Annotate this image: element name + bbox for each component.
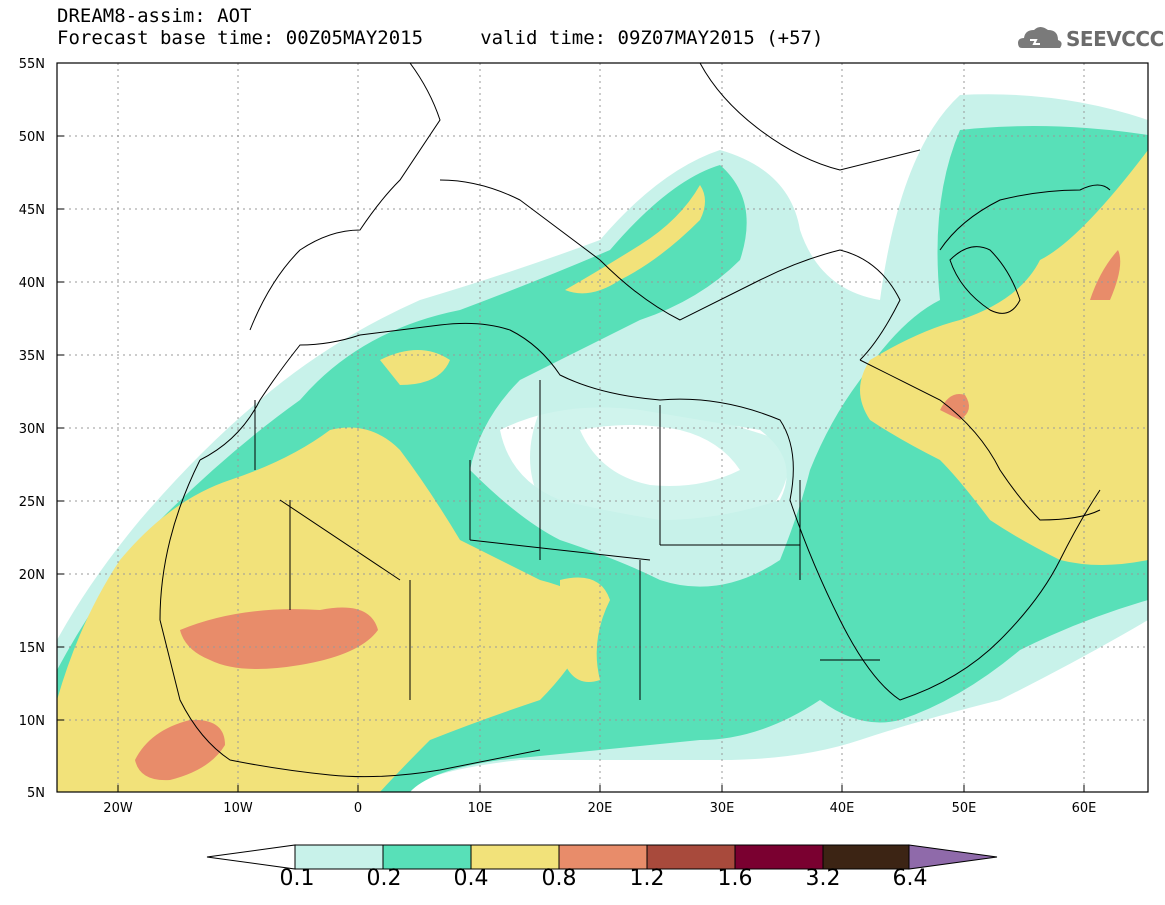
colorbar-label: 0.2 (366, 866, 402, 891)
lat-label: 50N (19, 130, 45, 145)
colorbar-swatch (646, 844, 736, 870)
seevccc-logo-icon (1018, 27, 1062, 48)
colorbar-label: 0.1 (279, 866, 315, 891)
grid-lines (57, 63, 1148, 792)
coastlines (159, 63, 1111, 778)
lat-label: 35N (19, 349, 45, 364)
colorbar-label: 0.8 (541, 866, 577, 891)
lon-label: 50E (952, 801, 977, 816)
lat-label: 40N (19, 276, 45, 291)
lon-label: 40E (830, 801, 855, 816)
colorbar-swatch (734, 844, 824, 870)
lon-label: 20E (588, 801, 613, 816)
lon-label: 0 (354, 801, 362, 816)
lat-label: 55N (19, 57, 45, 72)
lat-label: 10N (19, 714, 45, 729)
latitude-labels: 55N 50N 45N 40N 35N 30N 25N 20N 15N 10N … (19, 57, 45, 801)
aot-colorbar (206, 844, 998, 870)
colorbar-label: 3.2 (805, 866, 841, 891)
lat-label: 15N (19, 641, 45, 656)
lon-label: 10W (223, 801, 253, 816)
lat-label: 25N (19, 495, 45, 510)
colorbar-swatch (558, 844, 648, 870)
lon-label: 20W (103, 801, 133, 816)
lat-label: 20N (19, 568, 45, 583)
lon-label: 30E (710, 801, 735, 816)
colorbar-label: 6.4 (892, 866, 928, 891)
lat-label: 45N (19, 203, 45, 218)
lon-label: 60E (1072, 801, 1097, 816)
logo-text: SEEVCCC (1066, 27, 1164, 51)
colorbar-label: 1.2 (629, 866, 665, 891)
lat-label: 30N (19, 422, 45, 437)
colorbar-label: 0.4 (453, 866, 489, 891)
longitude-labels: 20W 10W 0 10E 20E 30E 40E 50E 60E (103, 801, 1096, 816)
forecast-time-subtitle: Forecast base time: 00Z05MAY2015 valid t… (57, 27, 824, 49)
colorbar-swatch (822, 844, 910, 870)
colorbar-label: 1.6 (717, 866, 753, 891)
aot-contours (57, 94, 1148, 792)
axis-ticks (57, 62, 1085, 792)
colorbar-high-arrow (908, 844, 998, 870)
lat-label: 5N (27, 786, 45, 801)
map-title: DREAM8-assim: AOT (57, 5, 252, 27)
lon-label: 10E (468, 801, 493, 816)
